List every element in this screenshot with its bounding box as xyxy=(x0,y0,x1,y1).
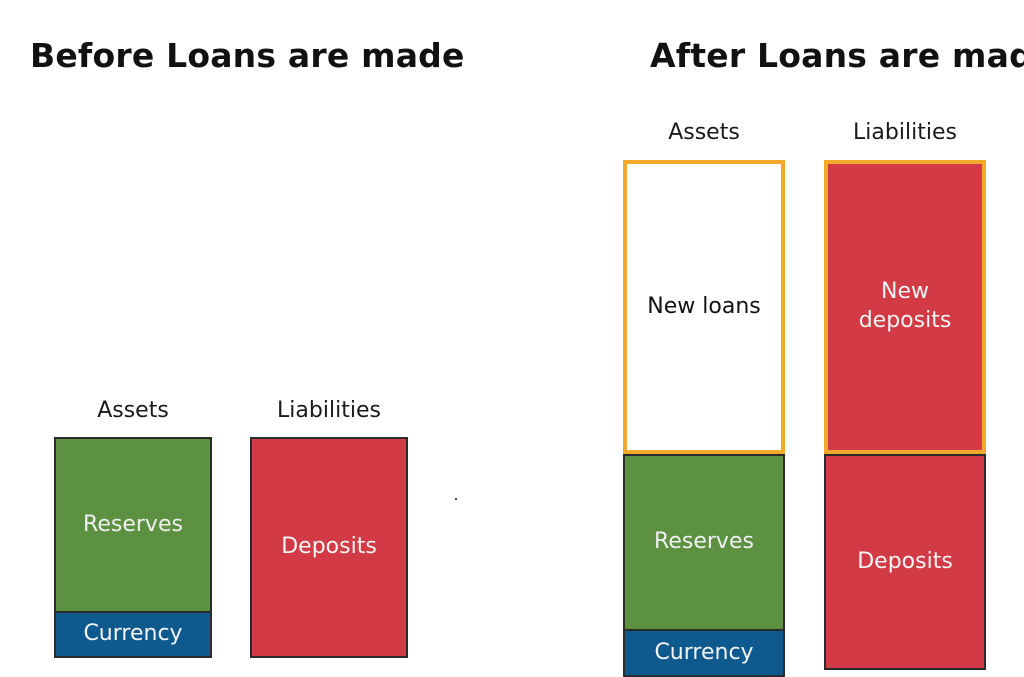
before-assets-label: Assets xyxy=(97,398,169,423)
stray-dot xyxy=(455,498,457,500)
after-new-loans-label: New loans xyxy=(647,293,761,319)
before-deposits-label: Deposits xyxy=(281,534,377,560)
before-reserves-block: Reserves xyxy=(54,437,212,613)
after-liabilities-label: Liabilities xyxy=(853,120,957,145)
after-new-deposits-label: New deposits xyxy=(858,279,952,333)
after-deposits-label: Deposits xyxy=(857,548,953,574)
after-currency-block: Currency xyxy=(623,629,785,677)
before-loans-title: Before Loans are made xyxy=(30,36,465,75)
before-reserves-label: Reserves xyxy=(83,511,183,537)
after-loans-title: After Loans are made xyxy=(650,36,1024,75)
after-deposits-block: Deposits xyxy=(824,454,986,670)
after-reserves-block: Reserves xyxy=(623,454,785,631)
before-deposits-block: Deposits xyxy=(250,437,408,658)
before-currency-block: Currency xyxy=(54,611,212,658)
after-reserves-label: Reserves xyxy=(654,529,754,555)
after-new-loans-block: New loans xyxy=(623,160,785,454)
before-liabilities-label: Liabilities xyxy=(277,398,381,423)
before-currency-label: Currency xyxy=(83,621,183,647)
after-assets-label: Assets xyxy=(668,120,740,145)
after-new-deposits-block: New deposits xyxy=(824,160,986,454)
after-currency-label: Currency xyxy=(654,639,754,665)
